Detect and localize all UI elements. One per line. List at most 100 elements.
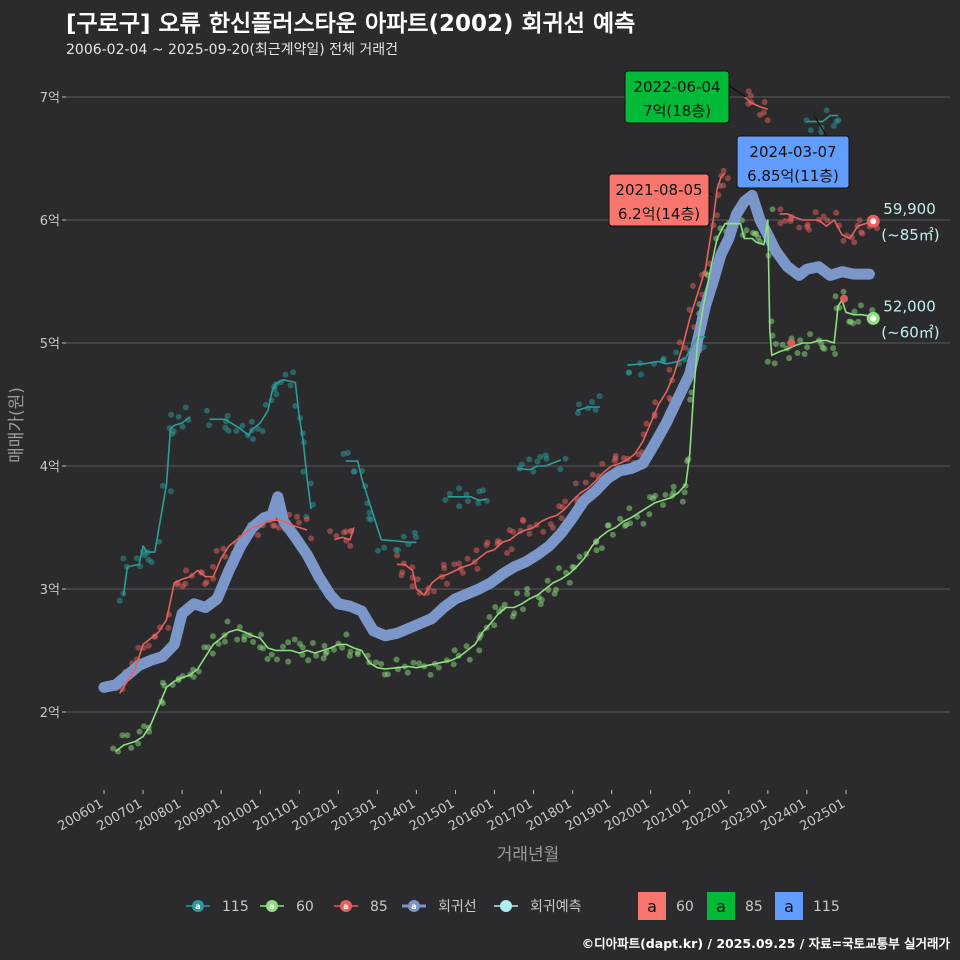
scatter-point-60 xyxy=(617,515,624,522)
scatter-point-60 xyxy=(451,647,458,654)
scatter-point-85 xyxy=(430,588,437,595)
scatter-point-115 xyxy=(182,404,189,411)
scatter-point-115 xyxy=(480,487,486,494)
scatter-point-115 xyxy=(254,425,261,432)
scatter-point-115 xyxy=(700,344,707,351)
legend: a 115 a 60 a 85 a 회귀선 회귀예측 a 60 a 85 a 115 xyxy=(186,892,840,920)
annotations: 52,000 (~60㎡) 59,900 (~85㎡) 2022-06-04 7억(18층… xyxy=(608,70,940,347)
scatter-point-85 xyxy=(747,92,754,99)
scatter-point-115 xyxy=(803,117,810,124)
scatter-point-60 xyxy=(410,659,417,666)
scatter-point-85 xyxy=(526,530,533,537)
scatter-point-115 xyxy=(116,597,123,604)
last-point-value: 52,000 xyxy=(883,297,936,315)
annotation-price: 7억(18층) xyxy=(643,102,711,120)
scatter-point-115 xyxy=(823,107,830,114)
scatter-point-60 xyxy=(393,656,400,663)
scatter-point-60 xyxy=(855,318,862,325)
scatter-point-115 xyxy=(673,349,680,356)
scatter-point-115 xyxy=(830,122,837,129)
scatter-point-85 xyxy=(520,517,527,524)
annotation-date: 2024-03-07 xyxy=(749,143,836,161)
scatter-point-85 xyxy=(833,209,840,216)
scatter-point-60 xyxy=(646,511,653,518)
scatter-point-60 xyxy=(524,590,531,597)
scatter-point-85 xyxy=(504,550,511,556)
scatter-point-115 xyxy=(287,382,294,389)
scatter-point-60 xyxy=(662,491,669,498)
scatter-point-60 xyxy=(339,644,346,651)
scatter-point-115 xyxy=(465,498,471,505)
scatter-point-85 xyxy=(652,399,659,406)
scatter-point-60 xyxy=(128,744,135,751)
y-tick-label: 4억 xyxy=(40,460,60,475)
scatter-point-115 xyxy=(442,496,449,503)
scatter-point-115 xyxy=(576,401,582,408)
scatter-point-60 xyxy=(205,644,211,651)
scatter-point-60 xyxy=(110,745,117,752)
scatter-point-60 xyxy=(555,565,562,572)
scatter-point-60 xyxy=(830,345,837,352)
scatter-point-85 xyxy=(343,528,350,535)
scatter-point-85 xyxy=(582,479,589,486)
scatter-point-85 xyxy=(464,555,471,562)
scatter-point-60 xyxy=(274,656,280,663)
scatter-point-85 xyxy=(474,565,481,572)
scatter-point-85 xyxy=(484,539,491,546)
legend-label: 115 xyxy=(222,899,249,915)
scatter-point-85 xyxy=(414,576,421,583)
legend-key-glyph: a xyxy=(195,902,200,911)
legend-key-glyph: a xyxy=(343,902,348,911)
legend-label: 60 xyxy=(296,899,314,915)
legend-fill-label: 60 xyxy=(676,899,694,915)
scatter-point-115 xyxy=(807,127,814,134)
scatter-point-115 xyxy=(833,118,840,125)
scatter-point-85 xyxy=(456,560,463,567)
scatter-point-60 xyxy=(209,650,216,657)
scatter-point-85 xyxy=(213,547,220,554)
scatter-point-85 xyxy=(559,504,566,510)
scatter-point-85 xyxy=(347,542,354,549)
y-tick-label: 7억 xyxy=(40,91,60,106)
scatter-point-60 xyxy=(331,646,337,653)
legend-fill-glyph: a xyxy=(716,897,726,916)
scatter-point-60 xyxy=(135,740,142,747)
scatter-point-60 xyxy=(660,502,666,508)
scatter-point-60 xyxy=(373,659,379,666)
scatter-point-115 xyxy=(248,418,255,425)
scatter-point-60 xyxy=(343,631,350,638)
scatter-point-60 xyxy=(260,645,267,652)
scatter-point-115 xyxy=(233,428,240,434)
scatter-point-85 xyxy=(713,212,720,219)
scatter-point-85 xyxy=(210,563,216,570)
source-caption: ©디아파트(dapt.kr) / 2025.09.25 / 자료=국토교통부 실… xyxy=(581,936,950,951)
scatter-point-115 xyxy=(366,509,373,516)
scatter-point-115 xyxy=(292,402,299,409)
last-point-value: 59,900 xyxy=(883,200,936,218)
scatter-point-60 xyxy=(679,498,686,505)
scatter-point-115 xyxy=(120,555,127,562)
annotation-price: 6.2억(14층) xyxy=(618,205,700,223)
scatter-point-60 xyxy=(320,655,327,662)
scatter-point-60 xyxy=(236,624,243,631)
scatter-point-85 xyxy=(540,528,547,535)
scatter-point-115 xyxy=(225,427,232,434)
scatter-point-60 xyxy=(305,657,312,664)
y-tick-label: 5억 xyxy=(40,337,60,352)
scatter-point-85 xyxy=(135,644,142,651)
annotation-date: 2021-08-05 xyxy=(615,181,702,199)
scatter-point-85 xyxy=(333,533,340,539)
scatter-point-85 xyxy=(777,206,784,213)
scatter-point-60 xyxy=(159,679,166,686)
chart-title: [구로구] 오류 한신플러스타운 아파트(2002) 회귀선 예측 xyxy=(66,11,636,37)
scatter-point-60 xyxy=(786,355,793,362)
legend-fill-key xyxy=(707,892,735,920)
scatter-point-85 xyxy=(856,217,863,224)
scatter-point-85 xyxy=(595,473,602,480)
scatter-point-115 xyxy=(239,422,246,429)
scatter-point-85 xyxy=(183,567,189,574)
scatter-point-60 xyxy=(416,660,423,667)
scatter-point-60 xyxy=(384,671,391,678)
scatter-point-85 xyxy=(599,460,606,467)
scatter-point-60 xyxy=(851,308,858,315)
